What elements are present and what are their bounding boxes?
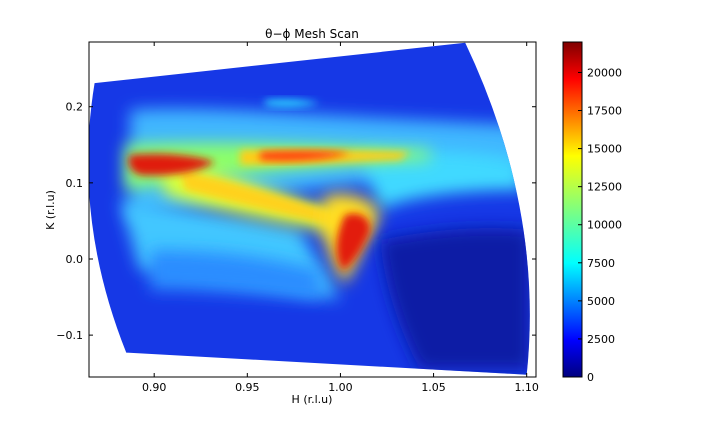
- chart-title: θ−ϕ Mesh Scan: [265, 27, 359, 41]
- colorbar-axis: 0 2500 5000 7500 10000 12500 15000 17500 20000: [578, 66, 622, 384]
- colorbar-tick-label: 2500: [587, 333, 615, 346]
- y-tick-label: 0.0: [66, 253, 84, 266]
- x-axis-label: H (r.l.u): [292, 393, 333, 406]
- colorbar-tick-label: 0: [587, 371, 594, 384]
- colorbar-tick-label: 20000: [587, 66, 622, 79]
- x-tick-label: 1.10: [514, 381, 539, 394]
- colorbar-tick-label: 15000: [587, 143, 622, 156]
- x-tick-label: 1.00: [328, 381, 353, 394]
- colorbar-tick-label: 12500: [587, 181, 622, 194]
- colorbar-tick-label: 7500: [587, 257, 615, 270]
- heatmap-field: [89, 42, 530, 375]
- y-tick-label: 0.2: [66, 101, 84, 114]
- y-axis-label: K (r.l.u): [44, 190, 57, 230]
- x-axis: 0.90 0.95 1.00 1.05 1.10: [142, 42, 539, 394]
- y-tick-label: 0.1: [66, 177, 84, 190]
- x-tick-label: 0.95: [235, 381, 260, 394]
- y-axis: −0.1 0.0 0.1 0.2: [56, 101, 536, 342]
- colorbar-tick-label: 5000: [587, 295, 615, 308]
- x-tick-label: 0.90: [142, 381, 167, 394]
- y-tick-label: −0.1: [56, 329, 83, 342]
- plot-frame: [88, 41, 537, 378]
- x-tick-label: 1.05: [421, 381, 446, 394]
- colorbar-tick-label: 17500: [587, 105, 622, 118]
- colorbar-tick-label: 10000: [587, 219, 622, 232]
- colorbar: [562, 41, 583, 378]
